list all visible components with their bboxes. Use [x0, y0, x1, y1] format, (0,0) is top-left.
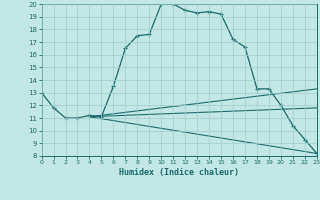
X-axis label: Humidex (Indice chaleur): Humidex (Indice chaleur) — [119, 168, 239, 177]
